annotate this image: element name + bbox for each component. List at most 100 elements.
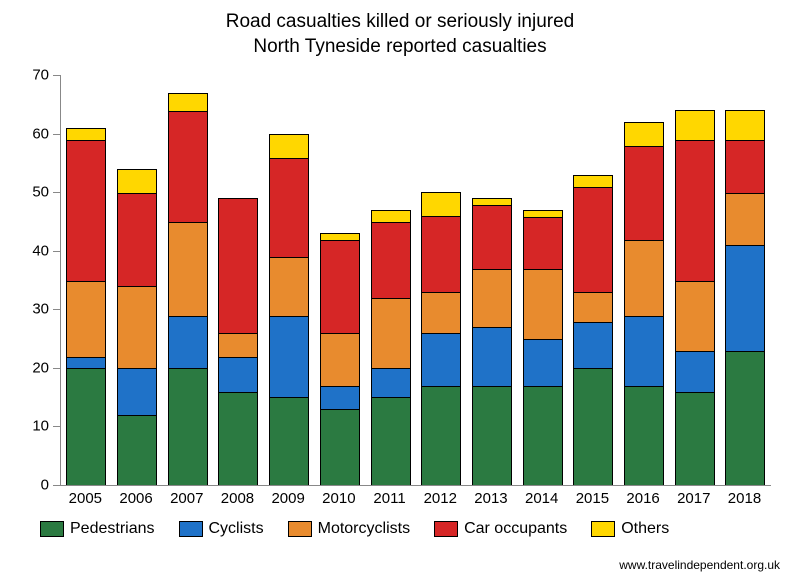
segment-car-occupants xyxy=(372,222,410,298)
y-tick-label: 20 xyxy=(32,359,49,376)
bar-2013 xyxy=(472,198,512,485)
x-label: 2008 xyxy=(217,490,257,507)
segment-others xyxy=(270,135,308,158)
segment-cyclists xyxy=(321,386,359,409)
segment-motorcyclists xyxy=(321,333,359,386)
legend-label: Cyclists xyxy=(209,520,264,538)
segment-pedestrians xyxy=(270,397,308,485)
segment-motorcyclists xyxy=(270,257,308,315)
y-tick xyxy=(53,251,61,252)
bar-2018 xyxy=(725,110,765,485)
legend-item-pedestrians: Pedestrians xyxy=(40,520,155,538)
legend-item-others: Others xyxy=(591,520,669,538)
y-tick-label: 10 xyxy=(32,418,49,435)
segment-cyclists xyxy=(219,357,257,392)
y-tick-label: 70 xyxy=(32,67,49,84)
segment-car-occupants xyxy=(219,199,257,333)
legend-swatch xyxy=(40,521,64,537)
bar-2011 xyxy=(371,210,411,485)
title-line-1: Road casualties killed or seriously inju… xyxy=(0,10,800,35)
bar-2009 xyxy=(269,134,309,485)
segment-car-occupants xyxy=(169,111,207,222)
attribution-text: www.travelindependent.org.uk xyxy=(619,558,780,572)
bar-2005 xyxy=(66,128,106,485)
bars-region xyxy=(61,75,771,485)
bar-2007 xyxy=(168,93,208,485)
bar-2017 xyxy=(675,110,715,485)
x-label: 2014 xyxy=(522,490,562,507)
segment-others xyxy=(67,129,105,141)
bar-2015 xyxy=(573,175,613,485)
segment-motorcyclists xyxy=(372,298,410,368)
y-tick xyxy=(53,192,61,193)
y-tick xyxy=(53,426,61,427)
segment-motorcyclists xyxy=(726,193,764,246)
legend-label: Others xyxy=(621,520,669,538)
segment-cyclists xyxy=(169,316,207,369)
x-label: 2011 xyxy=(370,490,410,507)
x-label: 2016 xyxy=(623,490,663,507)
segment-pedestrians xyxy=(676,392,714,485)
legend-swatch xyxy=(179,521,203,537)
legend-item-car-occupants: Car occupants xyxy=(434,520,567,538)
x-label: 2012 xyxy=(420,490,460,507)
segment-pedestrians xyxy=(321,409,359,485)
bar-2008 xyxy=(218,198,258,485)
segment-others xyxy=(726,111,764,140)
segment-car-occupants xyxy=(473,205,511,269)
segment-cyclists xyxy=(118,368,156,415)
segment-cyclists xyxy=(270,316,308,398)
segment-car-occupants xyxy=(676,140,714,280)
segment-others xyxy=(676,111,714,140)
segment-pedestrians xyxy=(473,386,511,485)
segment-motorcyclists xyxy=(422,292,460,333)
legend-label: Pedestrians xyxy=(70,520,155,538)
bar-2012 xyxy=(421,192,461,485)
segment-others xyxy=(169,94,207,112)
x-label: 2007 xyxy=(167,490,207,507)
title-line-2: North Tyneside reported casualties xyxy=(0,35,800,60)
segment-cyclists xyxy=(574,322,612,369)
segment-cyclists xyxy=(625,316,663,386)
y-tick xyxy=(53,75,61,76)
y-tick xyxy=(53,134,61,135)
legend-swatch xyxy=(434,521,458,537)
segment-cyclists xyxy=(524,339,562,386)
legend-item-cyclists: Cyclists xyxy=(179,520,264,538)
segment-pedestrians xyxy=(574,368,612,485)
segment-pedestrians xyxy=(118,415,156,485)
segment-motorcyclists xyxy=(118,286,156,368)
y-tick xyxy=(53,368,61,369)
segment-motorcyclists xyxy=(524,269,562,339)
y-tick-label: 40 xyxy=(32,242,49,259)
segment-pedestrians xyxy=(726,351,764,485)
x-label: 2013 xyxy=(471,490,511,507)
chart-container: Road casualties killed or seriously inju… xyxy=(0,0,800,580)
y-tick xyxy=(53,485,61,486)
segment-motorcyclists xyxy=(67,281,105,357)
x-label: 2009 xyxy=(268,490,308,507)
segment-car-occupants xyxy=(270,158,308,257)
segment-motorcyclists xyxy=(574,292,612,321)
y-tick-label: 60 xyxy=(32,125,49,142)
chart-title: Road casualties killed or seriously inju… xyxy=(0,0,800,59)
segment-others xyxy=(574,176,612,188)
segment-pedestrians xyxy=(422,386,460,485)
segment-others xyxy=(118,170,156,193)
segment-car-occupants xyxy=(321,240,359,333)
legend-label: Motorcyclists xyxy=(318,520,410,538)
segment-car-occupants xyxy=(422,216,460,292)
segment-car-occupants xyxy=(67,140,105,280)
segment-pedestrians xyxy=(169,368,207,485)
segment-cyclists xyxy=(372,368,410,397)
legend: Pedestrians Cyclists Motorcyclists Car occu… xyxy=(40,520,669,538)
legend-item-motorcyclists: Motorcyclists xyxy=(288,520,410,538)
bar-2014 xyxy=(523,210,563,485)
segment-car-occupants xyxy=(118,193,156,286)
segment-pedestrians xyxy=(372,397,410,485)
segment-others xyxy=(372,211,410,223)
segment-cyclists xyxy=(726,245,764,350)
segment-pedestrians xyxy=(524,386,562,485)
segment-cyclists xyxy=(422,333,460,386)
segment-cyclists xyxy=(676,351,714,392)
